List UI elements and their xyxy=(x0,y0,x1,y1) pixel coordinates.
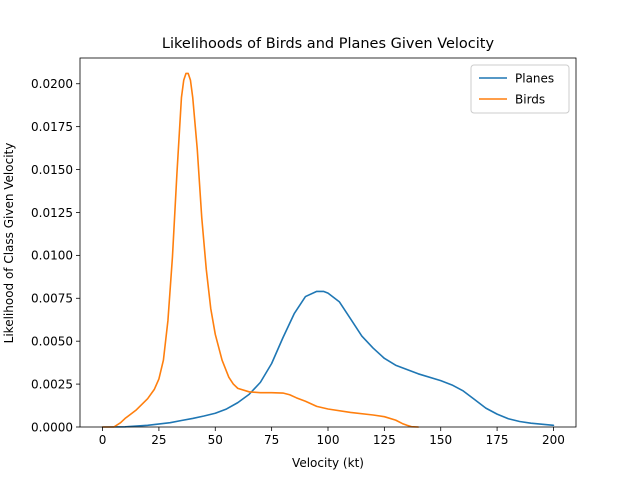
y-tick-label: 0.0025 xyxy=(31,377,73,391)
y-axis-label: Likelihood of Class Given Velocity xyxy=(2,143,16,344)
x-tick-label: 0 xyxy=(99,433,107,447)
series-line-planes xyxy=(101,290,555,428)
y-tick-label: 0.0000 xyxy=(31,420,73,434)
y-tick-label: 0.0150 xyxy=(31,163,73,177)
y-tick-label: 0.0100 xyxy=(31,249,73,263)
x-tick-label: 150 xyxy=(429,433,452,447)
y-tick-label: 0.0050 xyxy=(31,334,73,348)
x-tick-label: 75 xyxy=(264,433,279,447)
axes-frame xyxy=(79,57,577,428)
y-tick-label: 0.0125 xyxy=(31,206,73,220)
series-line-birds xyxy=(101,72,419,428)
x-tick-label: 100 xyxy=(317,433,340,447)
legend-label-birds: Birds xyxy=(515,92,545,106)
x-axis-label: Velocity (kt) xyxy=(292,456,364,470)
x-tick-label: 25 xyxy=(151,433,166,447)
series-layer xyxy=(101,72,555,428)
y-tick-label: 0.0175 xyxy=(31,120,73,134)
y-tick-label: 0.0075 xyxy=(31,292,73,306)
x-tick-label: 200 xyxy=(542,433,565,447)
x-tick-label: 125 xyxy=(373,433,396,447)
y-axis: 0.0000 0.0025 0.0050 0.0075 0.0100 0.0125 0.01… xyxy=(31,77,80,434)
legend-box xyxy=(470,64,570,114)
x-tick-label: 175 xyxy=(486,433,509,447)
legend-label-planes: Planes xyxy=(515,71,554,85)
x-axis: 0 25 50 75 100 125 150 175 200 xyxy=(99,427,565,447)
legend: Planes Birds xyxy=(470,64,570,114)
y-tick-label: 0.0200 xyxy=(31,77,73,91)
chart-title: Likelihoods of Birds and Planes Given Ve… xyxy=(162,36,495,52)
x-tick-label: 50 xyxy=(208,433,223,447)
